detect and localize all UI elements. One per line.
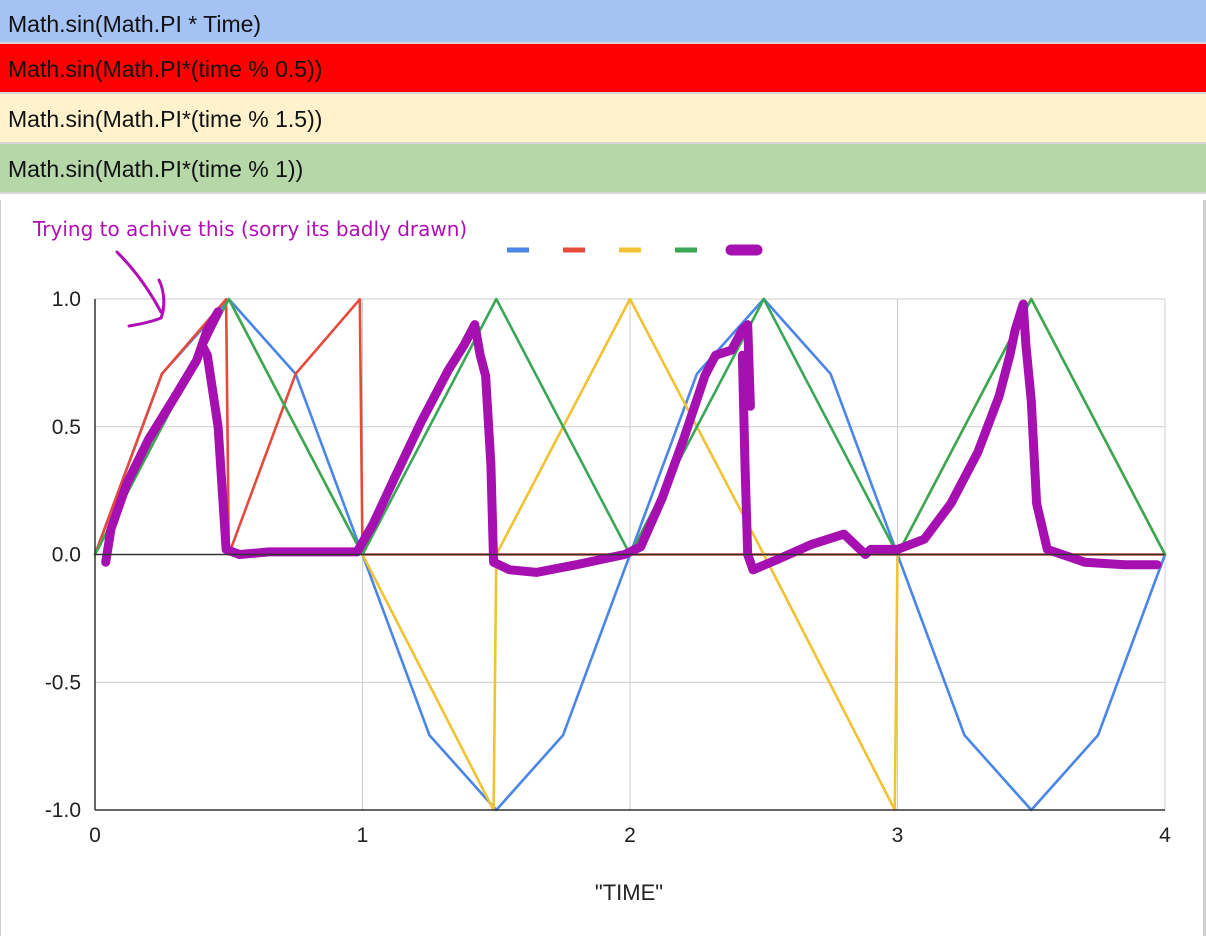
formula-row-sin-mod-1[interactable]: Math.sin(Math.PI*(time % 1)) <box>0 144 1206 194</box>
spreadsheet-header-rows: Math.sin(Math.PI * Time) Math.sin(Math.P… <box>0 0 1206 194</box>
x-axis-title: "TIME" <box>595 880 663 905</box>
chart-canvas: 1.0 0.5 0.0 -0.5 -1.0 0 1 2 3 4 Trying to achive … <box>32 217 1171 905</box>
annotation-arrow <box>115 250 166 328</box>
x-tick-label: 4 <box>1159 824 1171 847</box>
formula-row-sin-time[interactable]: Math.sin(Math.PI * Time) <box>0 0 1206 44</box>
x-tick-label: 0 <box>89 824 101 847</box>
y-tick-label: 0.0 <box>52 544 81 567</box>
x-tick-label: 1 <box>357 824 369 847</box>
annotation-text: Trying to achive this (sorry its badly d… <box>32 217 467 241</box>
formula-row-sin-mod-0-5[interactable]: Math.sin(Math.PI*(time % 0.5)) <box>0 44 1206 94</box>
x-tick-label: 3 <box>892 824 904 847</box>
y-tick-label: 0.5 <box>52 416 81 439</box>
y-tick-label: 1.0 <box>52 288 81 311</box>
formula-row-sin-mod-1-5[interactable]: Math.sin(Math.PI*(time % 1.5)) <box>0 94 1206 144</box>
x-tick-label: 2 <box>624 824 636 847</box>
series-line-hand_drawn_target <box>101 299 1162 577</box>
y-tick-label: -1.0 <box>45 799 81 822</box>
line-chart[interactable]: 1.0 0.5 0.0 -0.5 -1.0 0 1 2 3 4 Trying to achive … <box>0 200 1206 936</box>
y-tick-label: -0.5 <box>45 671 81 694</box>
